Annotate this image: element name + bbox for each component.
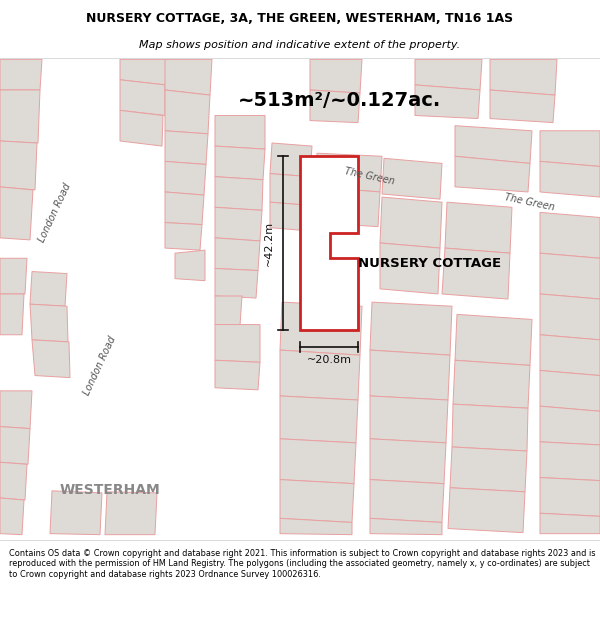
Polygon shape (540, 478, 600, 516)
Polygon shape (60, 396, 130, 482)
Polygon shape (0, 59, 42, 90)
Polygon shape (175, 250, 205, 281)
Polygon shape (455, 314, 532, 366)
Polygon shape (450, 447, 527, 492)
Polygon shape (445, 202, 512, 253)
Polygon shape (540, 161, 600, 197)
Polygon shape (0, 426, 30, 464)
Polygon shape (215, 177, 263, 211)
Polygon shape (30, 304, 68, 342)
Text: The Green: The Green (504, 192, 556, 213)
Polygon shape (280, 396, 358, 443)
Polygon shape (0, 187, 33, 240)
Polygon shape (280, 439, 356, 484)
Polygon shape (382, 158, 442, 199)
Text: ~42.2m: ~42.2m (264, 221, 274, 266)
Polygon shape (170, 64, 600, 222)
Polygon shape (315, 187, 380, 227)
Text: The Green: The Green (344, 166, 396, 187)
Polygon shape (120, 59, 168, 85)
Polygon shape (0, 462, 27, 500)
Text: London Road: London Road (37, 181, 73, 244)
Polygon shape (270, 202, 308, 231)
Text: NURSERY COTTAGE, 3A, THE GREEN, WESTERHAM, TN16 1AS: NURSERY COTTAGE, 3A, THE GREEN, WESTERHA… (86, 12, 514, 26)
Polygon shape (105, 492, 157, 534)
Polygon shape (270, 174, 310, 205)
Polygon shape (0, 498, 24, 534)
Polygon shape (215, 238, 260, 271)
Polygon shape (165, 161, 206, 195)
Polygon shape (455, 126, 532, 163)
Polygon shape (120, 80, 165, 116)
Polygon shape (165, 192, 204, 224)
Polygon shape (370, 302, 452, 355)
Polygon shape (0, 391, 32, 429)
Polygon shape (315, 153, 382, 192)
Polygon shape (0, 136, 115, 396)
Polygon shape (415, 59, 482, 90)
Polygon shape (280, 479, 354, 522)
Polygon shape (540, 253, 600, 299)
Text: ~513m²/~0.127ac.: ~513m²/~0.127ac. (238, 91, 442, 109)
Polygon shape (380, 243, 440, 294)
Polygon shape (215, 360, 260, 390)
Polygon shape (300, 156, 358, 329)
Polygon shape (442, 248, 510, 299)
Polygon shape (32, 340, 70, 377)
Polygon shape (370, 396, 448, 443)
Polygon shape (540, 442, 600, 481)
Polygon shape (540, 513, 600, 534)
Polygon shape (370, 439, 446, 484)
Polygon shape (30, 271, 67, 306)
Polygon shape (540, 294, 600, 340)
Polygon shape (540, 371, 600, 411)
Polygon shape (165, 59, 212, 95)
Polygon shape (490, 59, 557, 95)
Polygon shape (310, 90, 360, 123)
Text: NURSERY COTTAGE: NURSERY COTTAGE (358, 257, 502, 270)
Polygon shape (310, 59, 362, 93)
Polygon shape (120, 111, 163, 146)
Polygon shape (0, 90, 40, 143)
Polygon shape (280, 350, 360, 400)
Polygon shape (540, 131, 600, 166)
Polygon shape (165, 90, 210, 134)
Polygon shape (215, 208, 262, 241)
Polygon shape (215, 324, 260, 362)
Polygon shape (370, 518, 442, 534)
Polygon shape (215, 116, 265, 149)
Polygon shape (280, 518, 352, 534)
Polygon shape (455, 156, 530, 192)
Text: Map shows position and indicative extent of the property.: Map shows position and indicative extent… (139, 39, 461, 49)
Polygon shape (370, 350, 450, 400)
Polygon shape (215, 146, 265, 180)
Polygon shape (0, 141, 37, 190)
Polygon shape (415, 85, 480, 119)
Polygon shape (0, 258, 27, 294)
Polygon shape (165, 131, 208, 164)
Polygon shape (540, 406, 600, 445)
Polygon shape (215, 269, 258, 298)
Polygon shape (0, 294, 24, 335)
Polygon shape (448, 488, 525, 532)
Polygon shape (280, 302, 362, 355)
Polygon shape (370, 479, 444, 522)
Polygon shape (50, 491, 102, 534)
Polygon shape (215, 296, 242, 326)
Polygon shape (540, 335, 600, 376)
Text: London Road: London Road (82, 334, 118, 396)
Text: Contains OS data © Crown copyright and database right 2021. This information is : Contains OS data © Crown copyright and d… (9, 549, 595, 579)
Polygon shape (452, 404, 528, 451)
Text: WESTERHAM: WESTERHAM (59, 482, 160, 497)
Polygon shape (270, 143, 312, 177)
Polygon shape (380, 197, 442, 248)
Polygon shape (540, 213, 600, 258)
Polygon shape (165, 222, 202, 250)
Polygon shape (490, 90, 555, 123)
Text: ~20.8m: ~20.8m (307, 355, 352, 365)
Polygon shape (453, 360, 530, 408)
